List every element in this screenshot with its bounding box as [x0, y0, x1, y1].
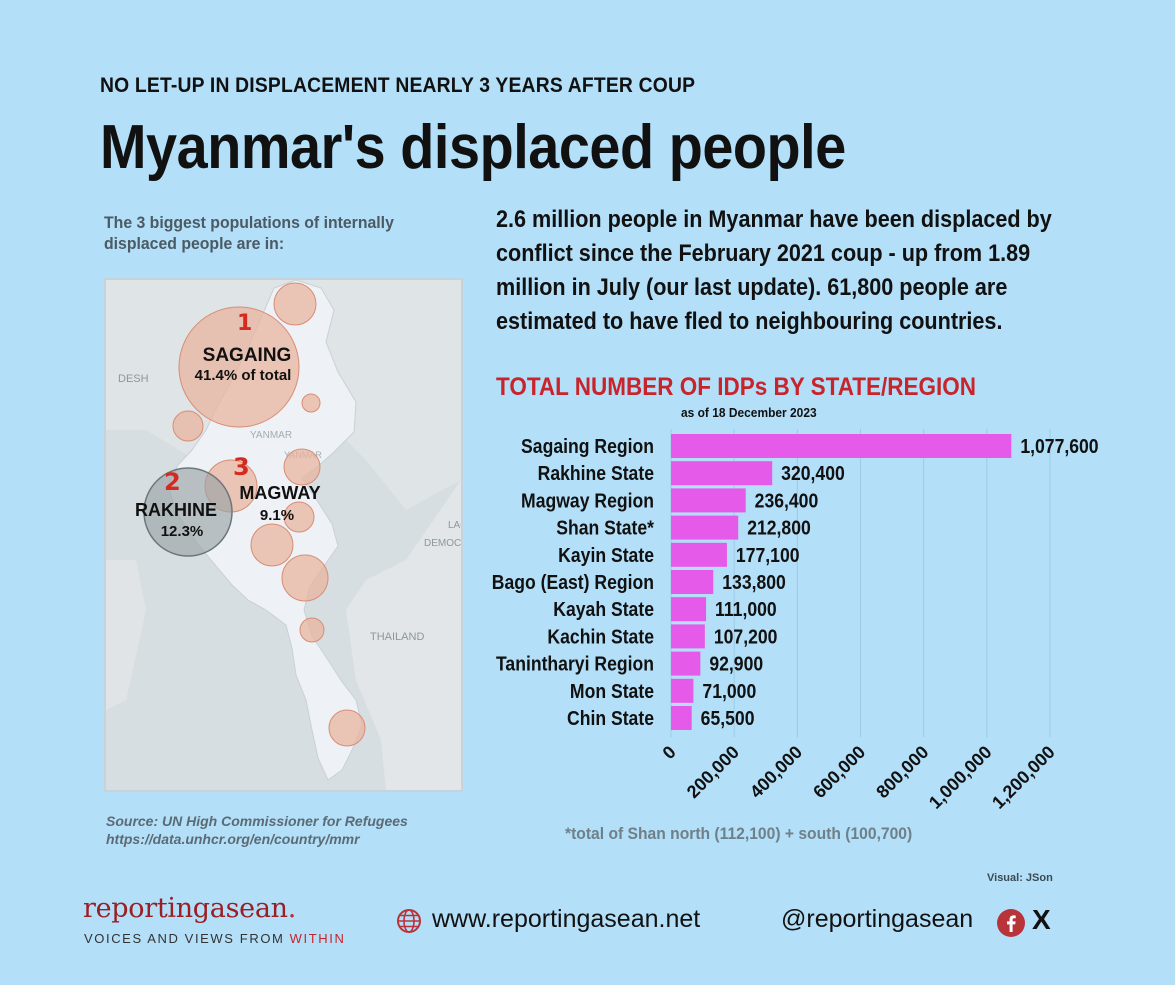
- visual-credit: Visual: JSon: [987, 872, 1053, 884]
- bubble-chin: [172, 410, 204, 442]
- bubble-tanintharyi: [328, 709, 366, 747]
- website-link[interactable]: www.reportingasean.net: [432, 905, 701, 933]
- logo-text: reportingasean: [83, 893, 288, 924]
- value-label: 111,000: [715, 598, 777, 620]
- rank-mark-sagaing: 1: [237, 311, 252, 336]
- source-url: https://data.unhcr.org/en/country/mmr: [106, 831, 360, 847]
- value-label: 177,100: [736, 544, 800, 566]
- kicker-headline: NO LET-UP IN DISPLACEMENT NEARLY 3 YEARS…: [100, 74, 696, 97]
- bubble-small-north: [301, 393, 321, 413]
- label-rakhine: RAKHINE: [135, 500, 217, 520]
- rank-mark-rakhine: 2: [164, 468, 181, 496]
- basemap-label-democ: DEMOCR: [424, 538, 461, 549]
- bubble-mon: [299, 617, 325, 643]
- category-label: Shan State*: [556, 517, 654, 539]
- label-magway: MAGWAY: [239, 483, 320, 503]
- social-handle[interactable]: @reportingasean: [781, 905, 974, 933]
- bar: [671, 706, 692, 730]
- bubble-rakhine: [143, 467, 233, 557]
- chart-subtitle: as of 18 December 2023: [681, 405, 817, 420]
- page-title: Myanmar's displaced people: [100, 113, 846, 182]
- bubble-kayin: [281, 554, 329, 602]
- value-label: 71,000: [702, 680, 756, 702]
- bubble-kayah: [283, 501, 315, 533]
- label-sagaing: SAGAING: [203, 345, 292, 366]
- bar: [671, 542, 727, 567]
- basemap-label-thailand: THAILAND: [370, 631, 424, 643]
- source-line: Source: UN High Commissioner for Refugee…: [106, 813, 408, 829]
- bar: [671, 651, 701, 676]
- category-label: Mon State: [570, 680, 654, 702]
- reportingasean-logo: reportingasean.: [83, 893, 296, 924]
- x-icon[interactable]: X: [1032, 904, 1051, 935]
- bar: [671, 678, 694, 703]
- bar: [671, 597, 707, 622]
- category-label: Sagaing Region: [521, 435, 654, 457]
- value-label: 65,500: [701, 707, 755, 729]
- bar: [671, 434, 1012, 458]
- summary-text: 2.6 million people in Myanmar have been …: [496, 206, 1052, 335]
- label-rakhine-share: 12.3%: [161, 523, 204, 540]
- map-intro: The 3 biggest populations of internally …: [104, 213, 394, 253]
- bar: [671, 570, 714, 594]
- tagline-main: VOICES AND VIEWS FROM: [84, 931, 290, 946]
- rank-mark-magway: 3: [233, 453, 250, 481]
- x-tick-label: 800,000: [872, 742, 932, 802]
- idp-bar-chart: Sagaing Region 1,077,600 Rakhine State 320,…: [492, 429, 1099, 813]
- basemap-label-lao: LAO: [448, 520, 461, 531]
- basemap-label-myanmar: YANMAR: [250, 430, 292, 441]
- value-label: 236,400: [755, 489, 819, 511]
- map-svg: DESH YANMAR YANMAR LAO DEMOCR THAILAND 1…: [106, 280, 461, 790]
- category-label: Rakhine State: [538, 462, 654, 484]
- idp-map: DESH YANMAR YANMAR LAO DEMOCR THAILAND 1…: [104, 278, 463, 792]
- x-tick-label: 1,200,000: [988, 742, 1059, 813]
- bar: [671, 515, 739, 540]
- source-note: Source: UN High Commissioner for Refugee…: [106, 812, 408, 848]
- logo-tagline: VOICES AND VIEWS FROM WITHIN: [84, 931, 345, 946]
- map-land-west: [106, 560, 146, 710]
- bubble-shan: [283, 448, 321, 486]
- facebook-icon[interactable]: [996, 908, 1026, 938]
- value-label: 133,800: [722, 571, 786, 593]
- value-label: 320,400: [781, 462, 845, 484]
- chart-title: TOTAL NUMBER OF IDPs BY STATE/REGION: [496, 373, 977, 401]
- bubble-kachin: [273, 282, 317, 326]
- value-label: 212,800: [747, 517, 811, 539]
- category-label: Kachin State: [547, 625, 654, 647]
- chart-footnote: *total of Shan north (112,100) + south (…: [565, 824, 913, 843]
- x-tick-label: 600,000: [809, 742, 869, 802]
- basemap-label-desh: DESH: [118, 373, 149, 385]
- x-tick-label: 200,000: [683, 742, 743, 802]
- category-label: Kayah State: [553, 598, 654, 620]
- bubble-sagaing: [178, 306, 300, 428]
- tagline-accent: WITHIN: [289, 931, 346, 946]
- bar: [671, 461, 773, 486]
- x-tick-label: 400,000: [746, 742, 806, 802]
- map-land-east: [346, 480, 461, 790]
- label-magway-share: 9.1%: [260, 507, 294, 524]
- x-tick-label: 1,000,000: [925, 742, 996, 813]
- category-label: Chin State: [567, 707, 654, 729]
- category-label: Tanintharyi Region: [496, 653, 654, 675]
- globe-icon: [397, 909, 421, 933]
- logo-dot: .: [287, 893, 297, 924]
- value-label: 107,200: [714, 625, 778, 647]
- bar: [671, 488, 746, 513]
- category-label: Kayin State: [558, 544, 654, 566]
- label-sagaing-share: 41.4% of total: [195, 367, 292, 384]
- value-label: 1,077,600: [1020, 435, 1098, 457]
- bar: [671, 624, 705, 649]
- x-tick-label: 0: [659, 742, 680, 763]
- category-label: Magway Region: [521, 489, 654, 511]
- value-label: 92,900: [709, 653, 763, 675]
- category-label: Bago (East) Region: [492, 571, 654, 593]
- bubble-bago: [250, 523, 294, 567]
